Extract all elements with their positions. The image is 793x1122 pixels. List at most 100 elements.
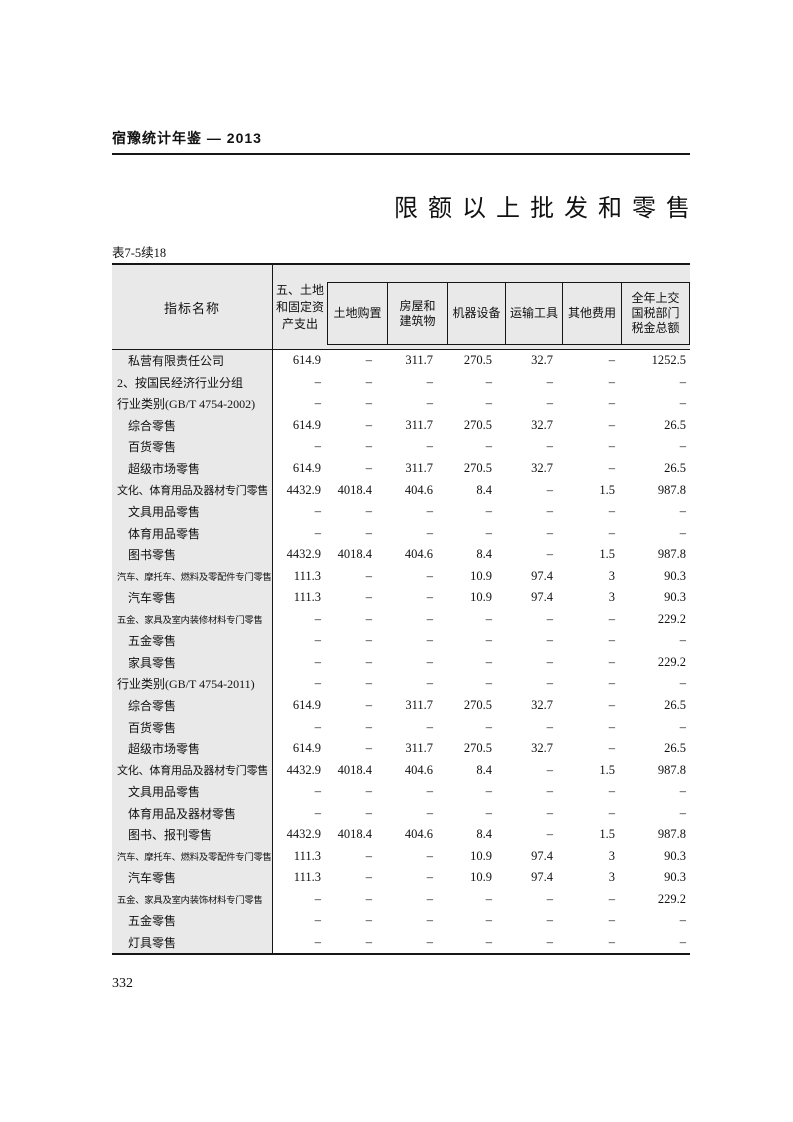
- row-value-houses-buildings: –: [426, 784, 433, 799]
- row-value-other-expenses: –: [608, 396, 615, 411]
- table-row: 文具用品零售 – – – – – – –: [112, 500, 690, 523]
- row-value-transport-tools: –: [546, 913, 553, 928]
- table-row: 2、按国民经济行业分组 – – – – – – –: [112, 371, 690, 394]
- row-value-other-expenses: 3: [608, 590, 615, 605]
- row-value-machinery-equipment: –: [485, 935, 492, 950]
- row-value-houses-buildings: 311.7: [405, 461, 433, 475]
- table-row: 图书零售 4432.9 4018.4 404.6 8.4 – 1.5 987.8: [112, 543, 690, 566]
- row-value-other-expenses: –: [608, 654, 615, 669]
- row-value-transport-tools: –: [546, 784, 553, 799]
- row-value-other-expenses: –: [608, 698, 615, 713]
- row-value-houses-buildings: –: [426, 870, 433, 885]
- row-value-land-fixed-assets: 111.3: [293, 870, 321, 885]
- row-value-other-expenses: –: [608, 525, 615, 540]
- table-row: 行业类别(GB/T 4754-2011) – – – – – – –: [112, 673, 690, 695]
- row-value-houses-buildings: 404.6: [404, 827, 433, 842]
- row-value-land-purchase: –: [365, 590, 372, 605]
- row-value-other-expenses: 1.5: [599, 827, 615, 842]
- row-value-land-fixed-assets: 111.3: [293, 848, 321, 863]
- row-value-land-fixed-assets: –: [314, 654, 321, 669]
- running-header-text: 宿豫统计年鉴 — 2013: [112, 130, 262, 146]
- row-value-other-expenses: 1.5: [599, 482, 615, 497]
- row-value-machinery-equipment: 10.9: [470, 590, 492, 605]
- row-value-machinery-equipment: 8.4: [476, 482, 492, 497]
- table-row: 汽车零售 111.3 – – 10.9 97.4 3 90.3: [112, 867, 690, 889]
- row-label: 文化、体育用品及器材专门零售: [112, 759, 273, 781]
- table-row: 五金零售 – – – – – – –: [112, 630, 690, 652]
- row-value-other-expenses: –: [608, 741, 615, 756]
- row-value-machinery-equipment: –: [485, 891, 492, 906]
- table-row: 百货零售 – – – – – – –: [112, 436, 690, 458]
- table-row: 文化、体育用品及器材专门零售 4432.9 4018.4 404.6 8.4 –…: [112, 479, 690, 501]
- row-value-transport-tools: –: [546, 525, 553, 540]
- header-transport-tools: 运输工具: [505, 283, 562, 344]
- row-value-houses-buildings: –: [426, 913, 433, 928]
- row-value-annual-tax-paid: –: [679, 805, 686, 820]
- row-value-annual-tax-paid: –: [679, 396, 686, 411]
- row-value-machinery-equipment: 8.4: [476, 827, 492, 842]
- table-row: 行业类别(GB/T 4754-2002) – – – – – – –: [112, 393, 690, 415]
- row-value-machinery-equipment: 8.4: [476, 547, 492, 562]
- row-value-houses-buildings: –: [426, 935, 433, 950]
- table-row: 灯具零售 – – – – – – –: [112, 931, 690, 954]
- row-value-annual-tax-paid: 229.2: [657, 611, 686, 626]
- row-value-machinery-equipment: 270.5: [463, 353, 492, 368]
- row-value-annual-tax-paid: –: [679, 719, 686, 734]
- row-value-annual-tax-paid: 987.8: [657, 827, 686, 842]
- row-value-land-purchase: –: [365, 913, 372, 928]
- row-value-houses-buildings: –: [426, 439, 433, 454]
- row-value-land-fixed-assets: –: [314, 719, 321, 734]
- row-value-machinery-equipment: 270.5: [463, 461, 492, 475]
- row-value-annual-tax-paid: –: [679, 913, 686, 928]
- row-value-land-purchase: –: [365, 525, 372, 540]
- row-value-land-fixed-assets: –: [314, 504, 321, 519]
- row-value-other-expenses: –: [608, 611, 615, 626]
- row-value-houses-buildings: –: [426, 676, 433, 691]
- row-label: 超级市场零售: [112, 457, 273, 480]
- row-label: 家具零售: [112, 651, 273, 674]
- row-value-annual-tax-paid: –: [679, 784, 686, 799]
- table-row: 百货零售 – – – – – – –: [112, 716, 690, 738]
- row-value-machinery-equipment: –: [485, 374, 492, 389]
- row-value-houses-buildings: 404.6: [404, 762, 433, 777]
- row-value-land-fixed-assets: –: [314, 633, 321, 648]
- row-value-annual-tax-paid: 987.8: [657, 762, 686, 777]
- table-row: 汽车零售 111.3 – – 10.9 97.4 3 90.3: [112, 587, 690, 609]
- row-value-houses-buildings: –: [426, 654, 433, 669]
- header-other-expenses: 其他费用: [562, 283, 621, 344]
- row-value-houses-buildings: –: [426, 504, 433, 519]
- row-label: 五金、家具及室内装饰材料专门零售: [112, 888, 273, 911]
- row-value-annual-tax-paid: –: [679, 633, 686, 648]
- table-body: 私营有限责任公司 614.9 – 311.7 270.5 32.7 – 1252…: [112, 350, 690, 954]
- row-value-transport-tools: 32.7: [531, 417, 553, 432]
- row-value-land-purchase: –: [365, 870, 372, 885]
- row-value-land-purchase: –: [365, 396, 372, 411]
- row-value-machinery-equipment: –: [485, 633, 492, 648]
- row-value-transport-tools: –: [546, 396, 553, 411]
- row-value-transport-tools: –: [546, 439, 553, 454]
- row-value-transport-tools: –: [546, 611, 553, 626]
- row-value-land-fixed-assets: 614.9: [292, 461, 321, 475]
- row-value-other-expenses: –: [608, 633, 615, 648]
- table-row: 综合零售 614.9 – 311.7 270.5 32.7 – 26.5: [112, 694, 690, 717]
- row-value-land-purchase: –: [365, 719, 372, 734]
- table-row: 文具用品零售 – – – – – – –: [112, 780, 690, 803]
- row-value-land-purchase: –: [365, 676, 372, 691]
- row-value-houses-buildings: –: [426, 848, 433, 863]
- row-label: 文化、体育用品及器材专门零售: [112, 479, 273, 501]
- row-value-land-fixed-assets: –: [314, 374, 321, 389]
- row-value-transport-tools: –: [546, 805, 553, 820]
- row-value-transport-tools: 32.7: [531, 741, 553, 756]
- row-label: 体育用品零售: [112, 522, 273, 544]
- table-row: 汽车、摩托车、燃料及零配件专门零售 111.3 – – 10.9 97.4 3 …: [112, 565, 690, 588]
- row-value-other-expenses: 3: [608, 848, 615, 863]
- row-value-land-fixed-assets: –: [314, 913, 321, 928]
- row-value-land-fixed-assets: 4432.9: [286, 482, 321, 497]
- row-value-land-purchase: –: [365, 417, 372, 432]
- row-value-transport-tools: –: [546, 374, 553, 389]
- row-value-machinery-equipment: –: [485, 784, 492, 799]
- row-value-other-expenses: –: [608, 935, 615, 950]
- row-value-other-expenses: 3: [608, 568, 615, 583]
- row-value-annual-tax-paid: 90.3: [664, 568, 686, 583]
- row-value-machinery-equipment: 270.5: [463, 741, 492, 756]
